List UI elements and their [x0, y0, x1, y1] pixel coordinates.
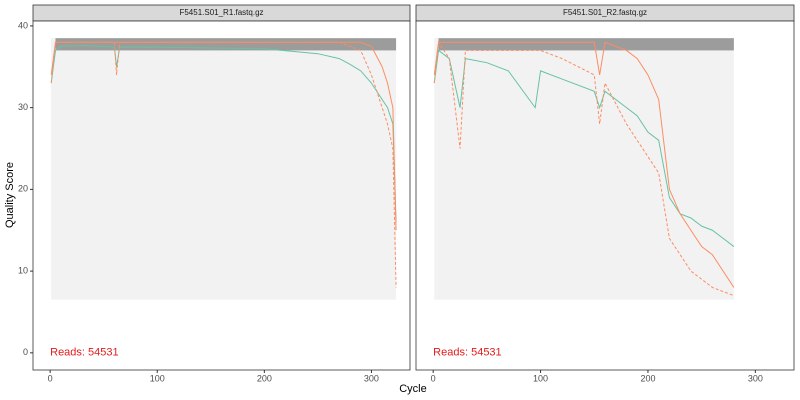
x-axis-title: Cycle — [399, 383, 427, 395]
y-tick-label: 30 — [18, 102, 28, 112]
x-tick-label: 200 — [640, 373, 655, 383]
y-tick-label: 20 — [18, 184, 28, 194]
x-tick-label: 100 — [533, 373, 548, 383]
heatmap — [434, 38, 734, 300]
y-tick-label: 10 — [18, 265, 28, 275]
heatmap — [51, 38, 397, 300]
reads-annotation: Reads: 54531 — [50, 347, 119, 359]
y-tick-label: 0 — [23, 347, 28, 357]
x-tick-label: 300 — [748, 373, 763, 383]
x-tick-label: 0 — [48, 373, 53, 383]
quality-line — [433, 41, 735, 288]
heatmap-top — [438, 38, 734, 51]
reads-annotation: Reads: 54531 — [433, 347, 502, 359]
x-tick-label: 200 — [257, 373, 272, 383]
x-tick-label: 0 — [431, 373, 436, 383]
x-tick-label: 100 — [150, 373, 165, 383]
y-axis-title: Quality Score — [4, 162, 16, 228]
strip-title: F5451.S01_R2.fastq.gz — [563, 8, 647, 17]
quality-line — [433, 40, 735, 297]
strip-title: F5451.S01_R1.fastq.gz — [179, 8, 263, 17]
quality-line — [50, 45, 397, 223]
quality-line — [50, 41, 397, 288]
y-tick-label: 40 — [18, 20, 28, 30]
quality-line — [433, 49, 735, 247]
x-tick-label: 300 — [364, 373, 379, 383]
